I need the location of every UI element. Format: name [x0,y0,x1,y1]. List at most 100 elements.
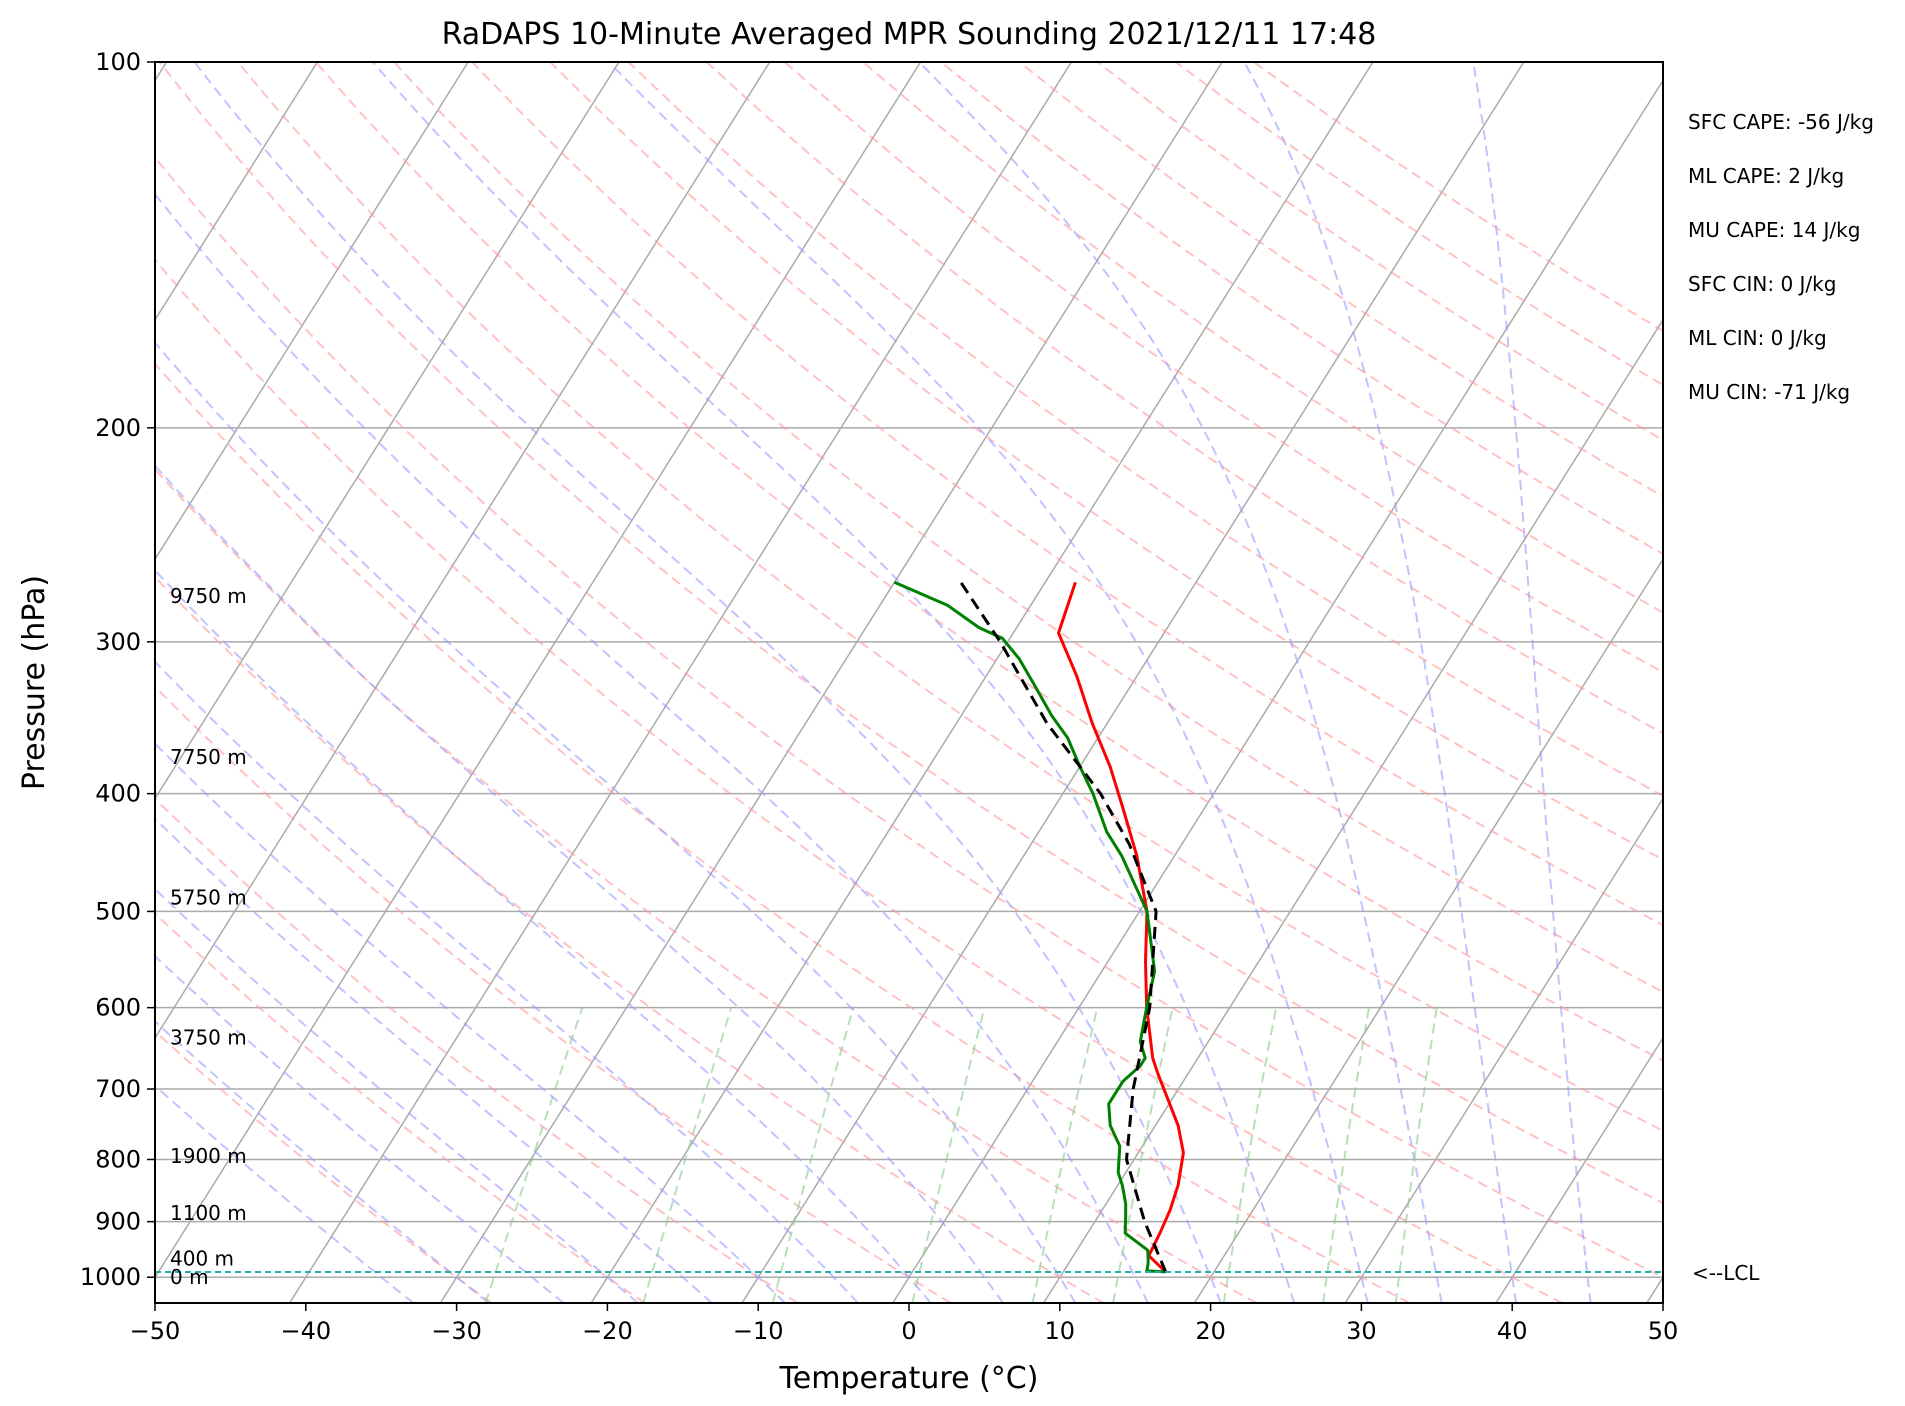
mixing-ratio-line [771,1007,855,1303]
isotherm-line [1042,318,1663,1303]
x-tick-label: 0 [901,1317,916,1345]
x-tick-label: 40 [1497,1317,1528,1345]
moist-adiabat-line [155,660,859,1303]
mixing-ratio-line [642,1007,733,1303]
dry-adiabat-line [155,362,1410,1303]
moist-adiabat-line [155,954,565,1303]
y-tick-label: 300 [95,628,141,656]
x-tick-label: 20 [1195,1317,1226,1345]
dry-adiabat-line [393,62,1663,994]
chart-title: RaDAPS 10-Minute Averaged MPR Sounding 2… [442,17,1377,52]
height-label: 5750 m [170,886,247,910]
mixing-ratio-line [1222,1007,1278,1303]
y-axis-label: Pressure (hPa) [17,575,52,790]
dry-adiabat-line [155,467,1257,1303]
isotherm-line [155,62,771,1040]
x-tick-label: −30 [431,1317,482,1345]
height-label: 1100 m [170,1201,247,1225]
dry-adiabat-line [549,62,1663,861]
parcel-profile-line [959,581,1168,1273]
height-label: 0 m [170,1265,209,1289]
moist-adiabat-line [155,817,713,1303]
dry-adiabat-line [155,797,799,1303]
isotherm-line [590,62,1374,1303]
stability-annotation: MU CAPE: 14 J/kg [1688,218,1860,242]
height-label: 7750 m [170,745,247,769]
dry-adiabat-line [1096,62,1663,442]
y-tick-label: 400 [95,780,141,808]
x-tick-label: 30 [1346,1317,1377,1345]
height-label: 9750 m [170,584,247,608]
y-tick-label: 800 [95,1145,141,1173]
moist-adiabat-line [155,887,639,1303]
dry-adiabat-line [155,685,952,1303]
y-tick-label: 200 [95,414,141,442]
dry-adiabat-line [155,155,1663,1279]
isotherm-line [892,79,1663,1303]
stability-annotation: ML CAPE: 2 J/kg [1688,164,1844,188]
dry-adiabat-line [314,62,1663,1062]
lcl-label: <--LCL [1692,1261,1760,1285]
dry-adiabat-line [862,62,1663,614]
moist-adiabat-line [608,62,1369,1303]
y-tick-label: 100 [95,48,141,76]
height-label: 400 m [170,1246,234,1270]
isotherm-line [155,62,922,1279]
isotherm-line [288,62,1073,1303]
mixing-ratio-line [911,1007,986,1303]
y-tick-label: 1000 [80,1263,141,1291]
moist-adiabat-line [155,341,1077,1303]
moist-adiabat-line [1472,62,1592,1303]
mixing-ratio-line [1031,1007,1099,1303]
isotherm-line [1798,62,1905,1303]
stability-annotation: MU CIN: -71 J/kg [1688,380,1850,404]
stability-annotation: SFC CIN: 0 J/kg [1688,272,1836,296]
dry-adiabat-line [158,62,1663,1205]
moist-adiabat-line [155,1084,414,1303]
isotherm-line [1646,1275,1663,1303]
x-tick-label: 50 [1648,1317,1679,1345]
height-label: 3750 m [170,1026,247,1050]
mixing-ratio-line [484,1007,584,1303]
dry-adiabat-line [471,62,1663,927]
isotherm-line [1495,1036,1663,1303]
isotherm-line [0,62,16,1303]
x-tick-label: −10 [733,1317,784,1345]
stability-annotation: ML CIN: 0 J/kg [1688,326,1827,350]
isotherm-line [155,62,469,561]
x-tick-label: −50 [130,1317,181,1345]
x-tick-label: −20 [582,1317,633,1345]
height-label: 1900 m [170,1144,247,1168]
dry-adiabat-line [236,62,1663,1132]
x-axis-label: Temperature (°C) [779,1361,1039,1396]
moist-adiabat-line [1243,62,1518,1303]
moist-adiabat-line [155,192,1149,1303]
moist-adiabat-line [918,62,1443,1303]
stability-annotation: SFC CAPE: -56 J/kg [1688,110,1874,134]
dry-adiabat-line [155,912,646,1303]
y-tick-label: 700 [95,1075,141,1103]
dry-adiabat-line [940,62,1663,556]
y-tick-label: 500 [95,897,141,925]
mixing-ratio-line [1322,1007,1370,1303]
isotherm-line [1344,797,1663,1303]
isotherm-line [741,62,1525,1303]
y-tick-label: 600 [95,994,141,1022]
isotherm-line [155,62,319,322]
moist-adiabat-line [155,742,786,1303]
dry-adiabat-line [155,575,1105,1303]
dry-adiabat-line [1253,62,1663,332]
x-tick-label: −40 [280,1317,331,1345]
y-tick-label: 900 [95,1208,141,1236]
dry-adiabat-line [155,1030,493,1303]
moist-adiabat-line [155,1020,490,1303]
moist-adiabat-line [155,464,1004,1303]
dry-adiabat-line [705,62,1663,735]
dry-adiabat-line [155,258,1563,1303]
dry-adiabat-line [627,62,1663,798]
isotherm-line [155,62,620,800]
moist-adiabat-line [193,62,1222,1303]
dewpoint-profile-line [893,580,1166,1274]
